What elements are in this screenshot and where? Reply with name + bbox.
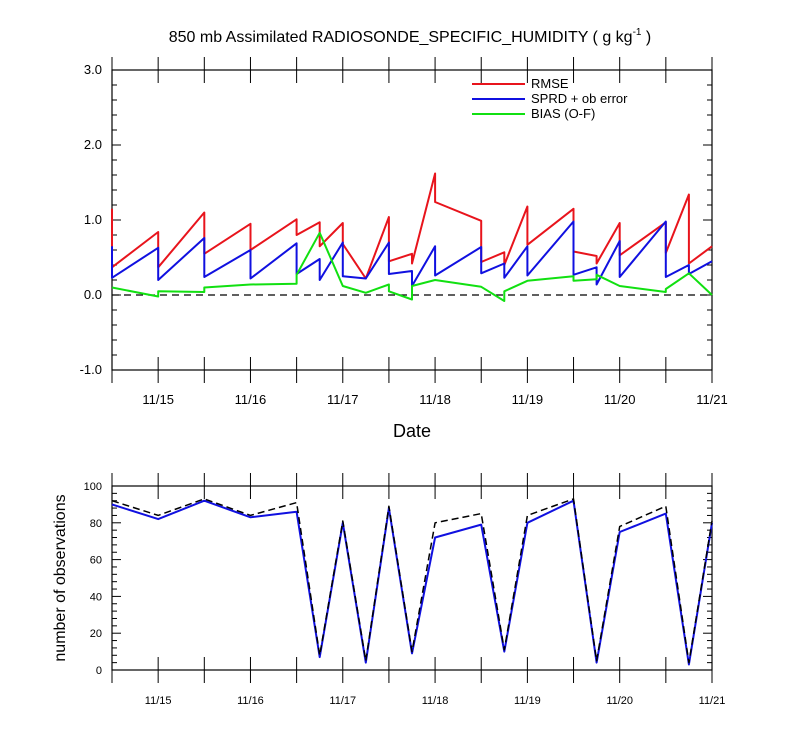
- title-main: 850 mb Assimilated RADIOSONDE_SPECIFIC_H…: [169, 29, 633, 46]
- y-tick-label: 2.0: [84, 137, 102, 152]
- y-tick-label: -1.0: [80, 362, 102, 377]
- x-tick-label: 11/15: [145, 695, 172, 707]
- x-tick-label: 11/19: [514, 695, 541, 707]
- y-tick-label: 1.0: [84, 212, 102, 227]
- series-line-sprd-ob-error: [111, 220, 713, 287]
- bottom-y-axis-label: number of observations: [52, 494, 69, 661]
- bottom-series-group: [111, 498, 713, 666]
- series-line-possible: [111, 498, 713, 664]
- y-tick-label: 0.0: [84, 287, 102, 302]
- x-tick-label: 11/17: [327, 392, 359, 407]
- x-tick-label: 11/15: [142, 392, 174, 407]
- legend-label: SPRD + ob error: [531, 91, 628, 106]
- y-tick-label: 60: [90, 555, 102, 567]
- x-tick-label: 11/16: [235, 392, 267, 407]
- title-end: ): [641, 29, 651, 46]
- y-tick-label: 40: [90, 591, 102, 603]
- series-line-assimilated: [111, 499, 713, 666]
- x-tick-label: 11/16: [237, 695, 264, 707]
- y-tick-label: 80: [90, 518, 102, 530]
- y-tick-label: 0: [96, 665, 102, 677]
- y-tick-label: 100: [84, 481, 102, 493]
- top-series-group: [111, 172, 713, 302]
- top-ticks: -1.0 0.0 1.0 2.0 3.0 11/15 11/16 11/17 11/18 11/1…: [80, 57, 728, 407]
- bottom-ticks: 0 20 40 60 80 100 11/15 11/16 11/17 11/18 11/19 11/…: [84, 473, 726, 707]
- chart-title: 850 mb Assimilated RADIOSONDE_SPECIFIC_H…: [169, 27, 652, 46]
- x-tick-label: 11/20: [606, 695, 633, 707]
- top-x-axis-label: Date: [393, 421, 431, 441]
- x-tick-label: 11/21: [696, 392, 728, 407]
- y-tick-label: 20: [90, 628, 102, 640]
- top-panel: -1.0 0.0 1.0 2.0 3.0 11/15 11/16 11/17 11/18 11/1…: [80, 57, 728, 441]
- x-tick-label: 11/17: [329, 695, 356, 707]
- y-tick-label: 3.0: [84, 62, 102, 77]
- x-tick-label: 11/18: [419, 392, 451, 407]
- legend-label: BIAS (O-F): [531, 106, 595, 121]
- bottom-panel: 0 20 40 60 80 100 11/15 11/16 11/17 11/18 11/19 11/…: [52, 473, 725, 707]
- legend-label: RMSE: [531, 76, 569, 91]
- bottom-plot-frame: [111, 485, 713, 671]
- x-tick-label: 11/19: [512, 392, 544, 407]
- x-tick-label: 11/21: [699, 695, 726, 707]
- series-line-rmse: [111, 172, 713, 280]
- x-tick-label: 11/18: [422, 695, 449, 707]
- title-superscript: -1: [633, 27, 642, 38]
- top-plot-frame: [111, 69, 713, 371]
- series-line-bias-o-f: [111, 231, 713, 302]
- x-tick-label: 11/20: [604, 392, 636, 407]
